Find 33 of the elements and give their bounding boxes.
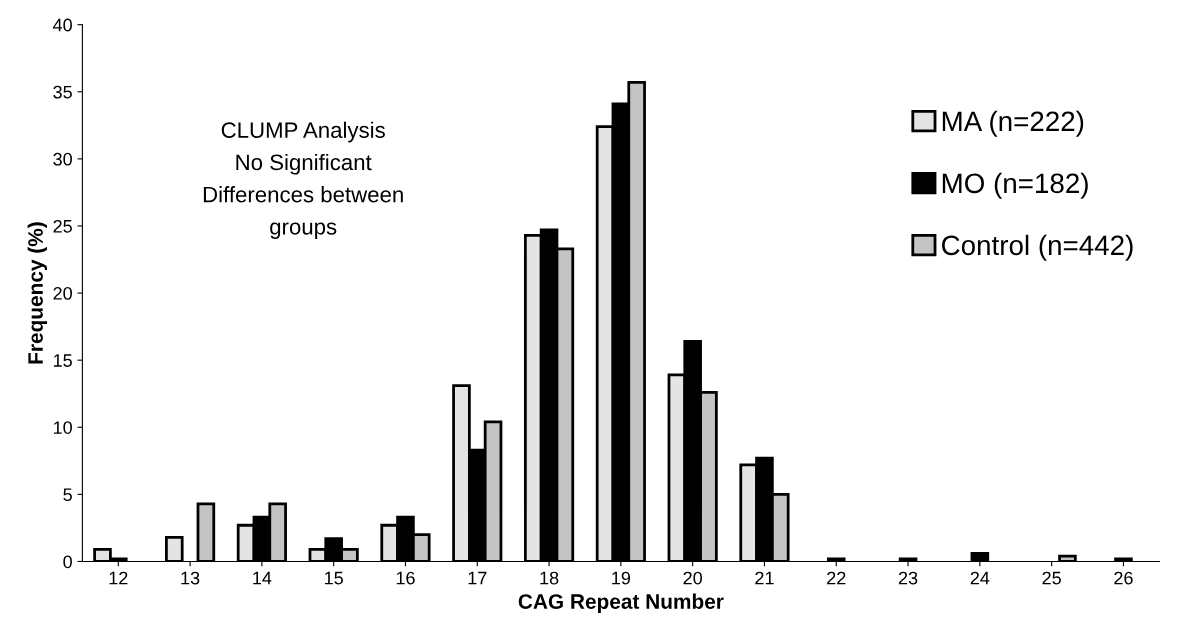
annotation: No Significant [236,153,372,175]
x-tick-label: 16 [396,571,415,585]
x-tick-label: 13 [181,571,200,585]
x-tick-label: 25 [1042,571,1061,585]
x-tick-label: 23 [898,571,918,585]
y-tick-label: 15 [53,354,72,367]
annotation: groups [270,222,337,240]
x-tick-label: 21 [755,571,774,585]
annotation: Differences between [203,186,403,203]
y-axis-title: Frequency (%) [27,222,48,364]
legend-label: MO (n=182) [942,172,1088,199]
y-tick-label: 5 [63,488,72,502]
x-tick-label: 14 [253,571,272,585]
x-tick-label: 18 [540,571,559,585]
y-tick-label: 35 [53,85,72,99]
legend-label: Control (n=442) [941,234,1133,261]
y-tick-label: 25 [53,219,72,233]
x-tick-label: 24 [970,571,990,585]
y-tick-label: 30 [53,152,72,166]
y-tick-label: 10 [53,421,72,434]
x-tick-label: 19 [612,571,631,585]
legend-label: MA (n=222) [942,110,1084,137]
annotation: CLUMP Analysis [221,121,385,143]
y-tick-label: 40 [53,18,72,32]
x-tick-label: 26 [1114,571,1133,585]
x-tick-label: 15 [325,571,343,585]
x-tick-label: 17 [468,571,487,585]
x-tick-label: 20 [683,571,702,585]
x-axis-title: CAG Repeat Number [518,593,724,613]
y-tick-label: 20 [53,287,72,300]
x-tick-label: 22 [827,571,846,585]
x-tick-label: 12 [109,571,128,585]
y-tick-label: 0 [63,555,72,569]
